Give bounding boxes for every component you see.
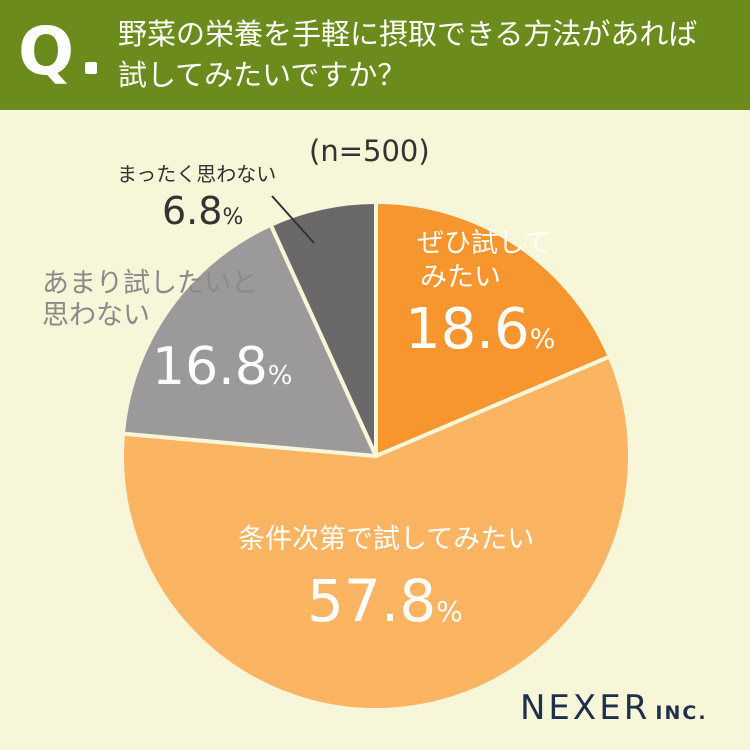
- slice-label-4: まったく思わない: [117, 162, 277, 186]
- brand-suffix: INC.: [655, 702, 708, 724]
- slice-value-number-1: 18.6: [405, 297, 530, 362]
- slice-label-3: あまり試したいと: [42, 268, 258, 299]
- slice-value-number-3: 16.8: [152, 337, 268, 397]
- pie-slice-1: [374, 200, 612, 458]
- q-dot: [85, 62, 97, 74]
- slice-value-unit-2: %: [436, 595, 463, 628]
- slice-value-number-2: 57.8: [307, 567, 437, 635]
- slice-value-1: 18.6%: [405, 297, 556, 362]
- slice-value-unit-1: %: [529, 324, 556, 355]
- pie-slice-3: [120, 222, 378, 458]
- question-line-2: 試してみたいですか？: [118, 58, 407, 92]
- brand-name: NEXER: [520, 688, 651, 728]
- question-header: Q 野菜の栄養を手軽に摂取できる方法があれば 試してみたいですか？: [0, 0, 750, 110]
- slice-label-2: 条件次第で試してみたい: [238, 524, 535, 555]
- slice-value-number-4: 6.8: [162, 189, 223, 233]
- slice-value-unit-3: %: [267, 361, 293, 391]
- pie-slice-4: [268, 200, 378, 458]
- slice-value-4: 6.8%: [162, 189, 244, 234]
- leader-line: [271, 195, 315, 244]
- slice-value-3: 16.8%: [152, 337, 293, 398]
- slice-label-1: ぜひ試して: [417, 228, 552, 259]
- sample-size-label: (n=500): [309, 134, 430, 168]
- slice-label-3-line2: 思わない: [42, 300, 150, 331]
- question-line-1: 野菜の栄養を手軽に摂取できる方法があれば: [118, 17, 698, 51]
- slice-value-2: 57.8%: [307, 568, 463, 635]
- question-text: 野菜の栄養を手軽に摂取できる方法があれば 試してみたいですか？: [118, 14, 738, 96]
- slice-value-unit-4: %: [222, 205, 244, 230]
- slice-label-1-line2: みたい: [420, 262, 501, 293]
- brand-logo: NEXER INC.: [520, 688, 708, 728]
- q-mark: Q: [18, 13, 75, 90]
